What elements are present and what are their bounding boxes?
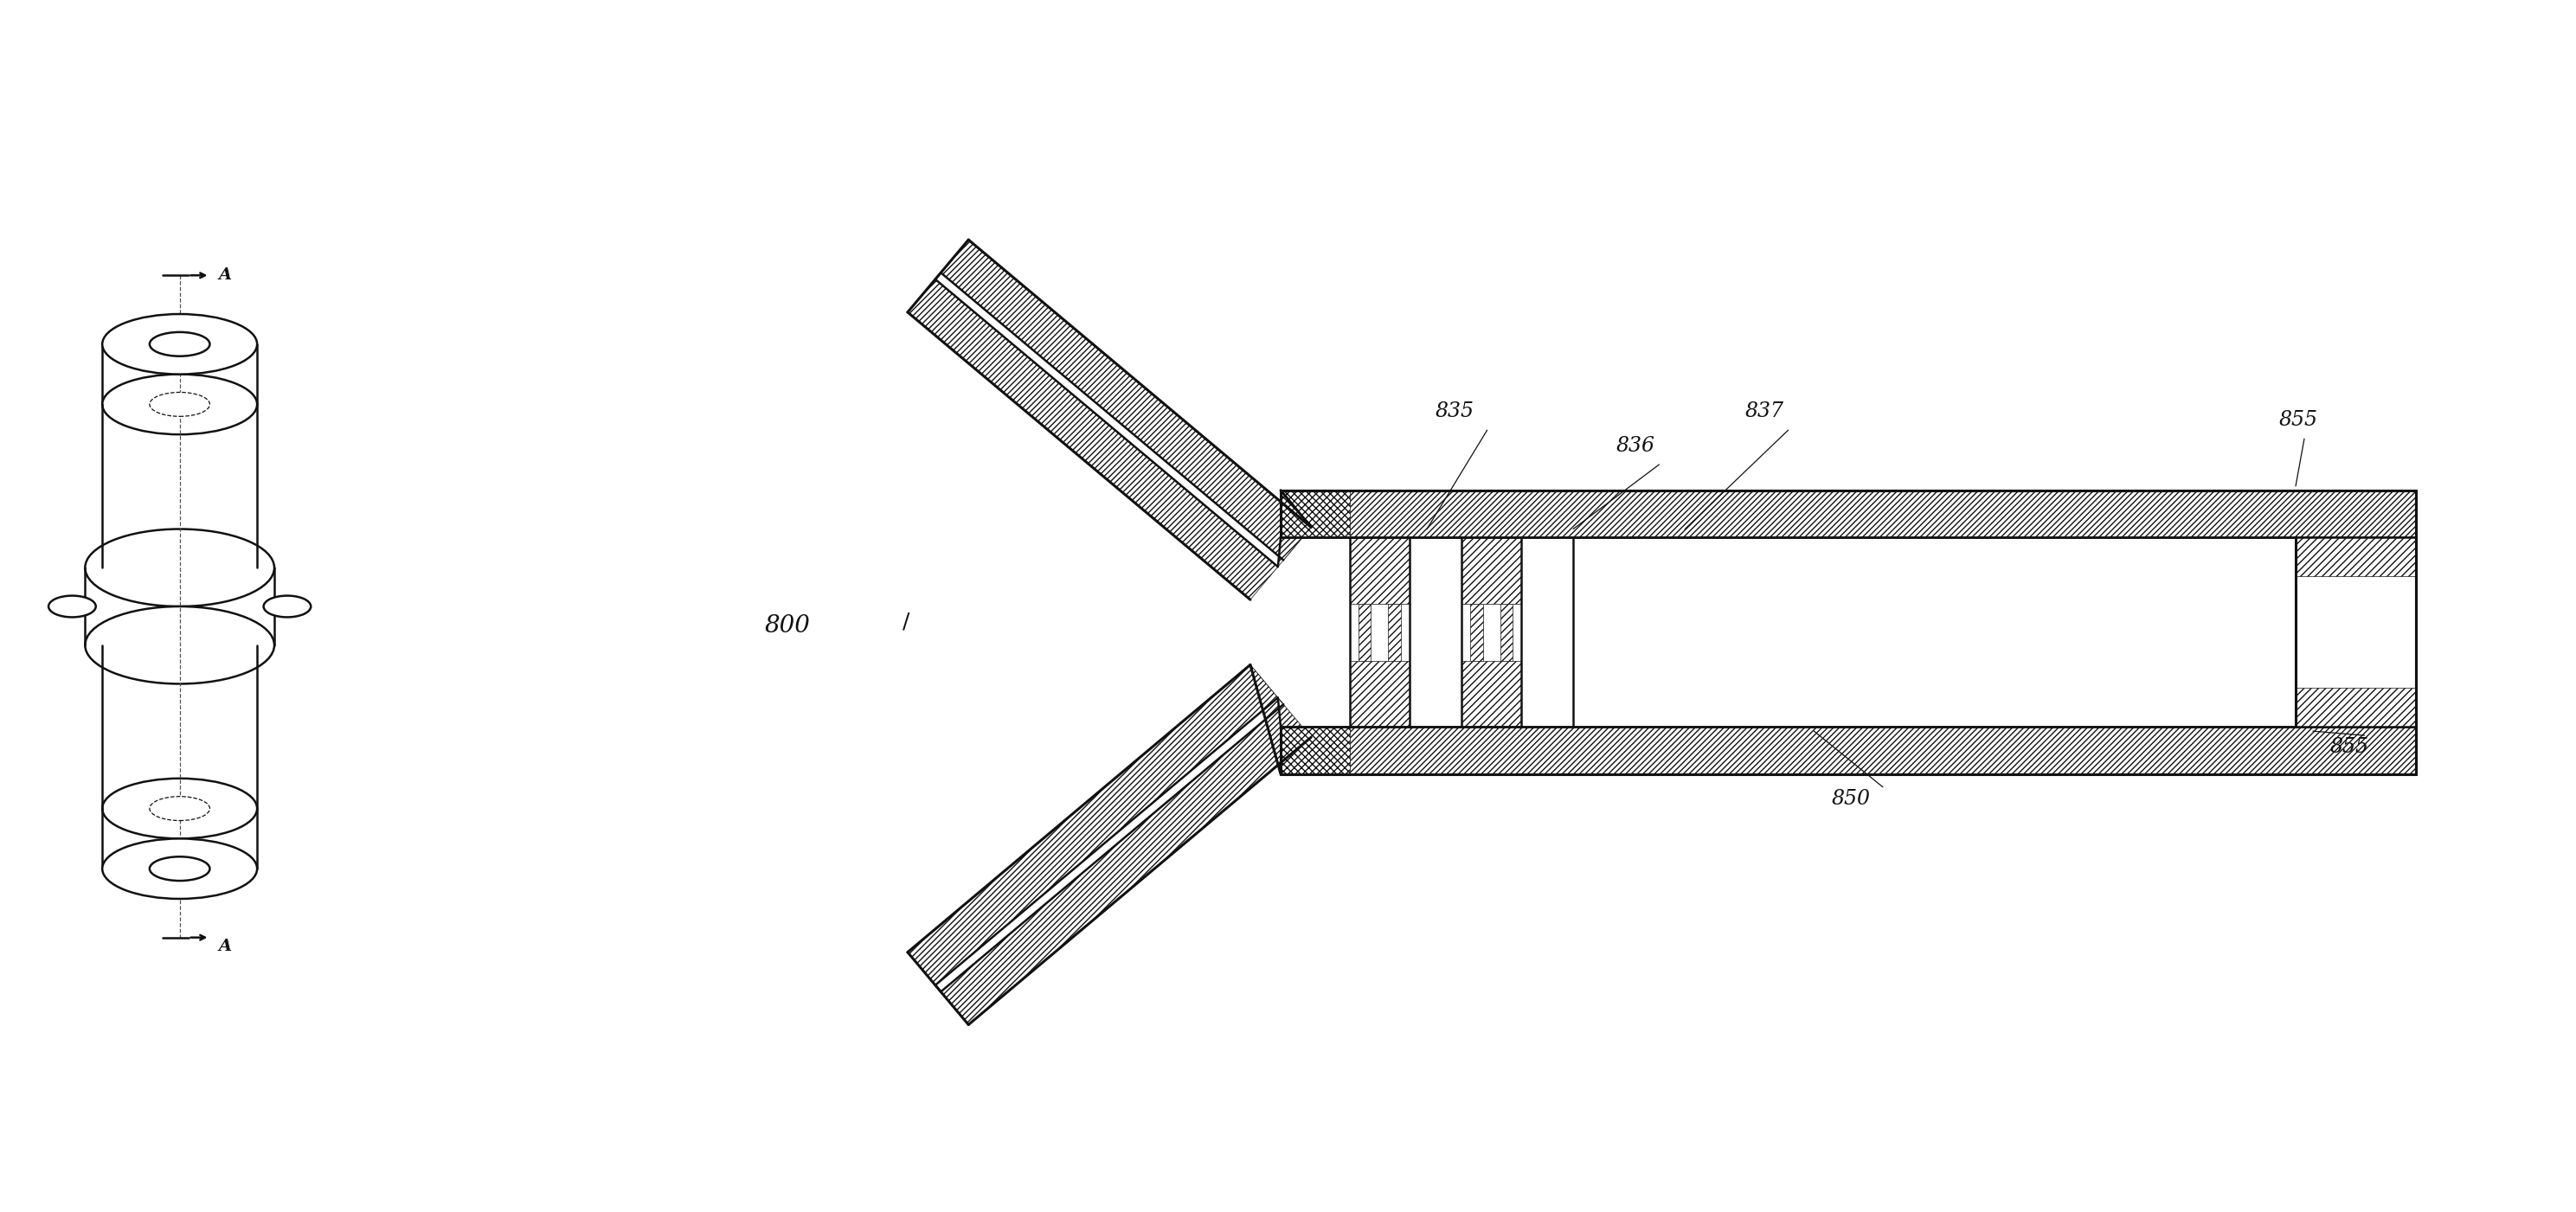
Bar [1350, 538, 1409, 604]
Polygon shape [940, 704, 1311, 1024]
Text: 835: 835 [1435, 401, 1473, 422]
Ellipse shape [103, 778, 258, 839]
Text: 836: 836 [1615, 436, 1656, 456]
Ellipse shape [263, 595, 312, 617]
Ellipse shape [85, 606, 273, 684]
Polygon shape [907, 279, 1278, 600]
Bar [1499, 604, 1512, 661]
Bar [1461, 661, 1522, 727]
Ellipse shape [103, 314, 258, 375]
Bar [1388, 604, 1401, 661]
Polygon shape [940, 240, 1311, 560]
Bar [1280, 727, 1350, 774]
Bar [1358, 604, 1370, 661]
Bar [1280, 491, 2416, 538]
Polygon shape [940, 240, 1311, 560]
Text: 855: 855 [2331, 737, 2370, 758]
Bar [2295, 538, 2416, 727]
Ellipse shape [149, 796, 209, 821]
Polygon shape [1249, 665, 1283, 774]
Text: A: A [219, 938, 232, 954]
Text: 850: 850 [1832, 789, 1870, 808]
Ellipse shape [149, 857, 209, 881]
Ellipse shape [103, 839, 258, 899]
Bar [2295, 538, 2416, 577]
Ellipse shape [149, 332, 209, 356]
Ellipse shape [149, 393, 209, 417]
Bar [2295, 688, 2416, 727]
Bar [1280, 491, 1350, 538]
Text: 800: 800 [765, 614, 811, 638]
Ellipse shape [49, 595, 95, 617]
Text: 837: 837 [1744, 401, 1785, 422]
Text: A: A [219, 268, 232, 284]
Polygon shape [1278, 491, 1311, 567]
Bar [1350, 661, 1409, 727]
Bar [1471, 604, 1484, 661]
Ellipse shape [103, 375, 258, 434]
Bar [1461, 538, 1522, 604]
Ellipse shape [85, 528, 273, 606]
Text: /: / [902, 612, 909, 633]
Polygon shape [907, 665, 1278, 985]
Bar [1280, 727, 2416, 774]
Text: 855: 855 [2277, 411, 2318, 430]
